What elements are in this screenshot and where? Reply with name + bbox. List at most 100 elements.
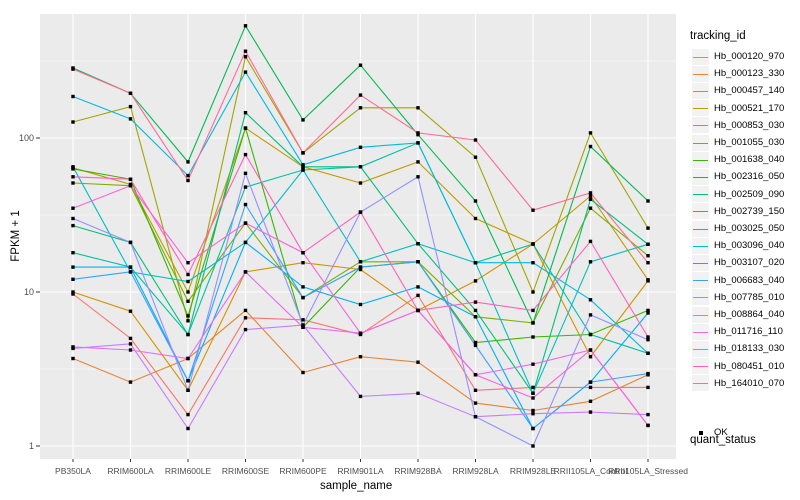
legend-entry-label: Hb_002316_050 bbox=[714, 171, 785, 183]
data-point bbox=[71, 292, 75, 296]
data-point bbox=[473, 315, 478, 319]
legend-key-swatch bbox=[692, 375, 709, 392]
data-point bbox=[646, 351, 650, 355]
data-point bbox=[588, 332, 593, 337]
legend-key-swatch bbox=[692, 48, 709, 65]
data-point bbox=[71, 277, 75, 281]
x-tick-label: RRIM901LA bbox=[337, 466, 384, 476]
legend-entry-label: Hb_003025_050 bbox=[714, 223, 785, 234]
data-point bbox=[186, 356, 190, 361]
data-point bbox=[358, 165, 363, 169]
legend-key-swatch bbox=[692, 117, 709, 134]
legend-entry-Hb_000853_030: Hb_000853_030 bbox=[692, 117, 784, 134]
data-point bbox=[358, 355, 363, 359]
data-point bbox=[588, 380, 593, 384]
x-tick-label: RRII105LA_Stressed bbox=[608, 466, 688, 476]
data-point bbox=[71, 120, 75, 124]
legend-entry-label: Hb_002739_150 bbox=[714, 205, 785, 217]
legend-entry-Hb_006683_040: Hb_006683_040 bbox=[692, 272, 784, 289]
x-tick-label: RRIM928LA bbox=[452, 466, 499, 476]
data-point bbox=[531, 308, 535, 313]
legend-key-line-icon bbox=[693, 108, 708, 110]
data-point bbox=[588, 348, 593, 352]
data-point bbox=[646, 338, 650, 342]
data-point bbox=[473, 261, 478, 265]
legend-entry-Hb_000120_970: Hb_000120_970 bbox=[692, 48, 784, 65]
legend-key-line-icon bbox=[693, 280, 708, 282]
legend-entry-Hb_008864_040: Hb_008864_040 bbox=[692, 306, 784, 323]
data-point bbox=[186, 173, 190, 178]
data-point bbox=[588, 191, 593, 195]
data-point bbox=[473, 279, 478, 283]
legend-entry-label: Hb_001055_030 bbox=[714, 137, 785, 148]
data-point bbox=[301, 318, 305, 322]
data-point bbox=[301, 323, 305, 327]
data-point bbox=[186, 272, 190, 277]
data-point bbox=[71, 94, 75, 99]
legend-key-line-icon bbox=[693, 176, 708, 178]
data-point bbox=[243, 126, 248, 130]
data-point bbox=[416, 242, 420, 246]
data-point bbox=[588, 355, 593, 359]
data-point bbox=[301, 163, 305, 167]
legend-key-line-icon bbox=[693, 125, 708, 127]
data-point bbox=[128, 91, 133, 95]
legend-entry-Hb_000521_170: Hb_000521_170 bbox=[692, 100, 784, 117]
data-point bbox=[646, 385, 650, 390]
legend-key-swatch bbox=[692, 100, 709, 117]
data-point bbox=[186, 314, 190, 318]
data-point bbox=[128, 265, 133, 269]
data-point bbox=[128, 240, 133, 245]
data-point bbox=[243, 152, 248, 157]
x-tick-label: PB350LA bbox=[55, 466, 91, 476]
legend-key-swatch bbox=[692, 323, 709, 340]
x-tick-label: RRIM928BA bbox=[394, 466, 442, 476]
y-tick-label: 10 bbox=[23, 286, 34, 297]
data-point bbox=[358, 260, 363, 264]
data-point bbox=[588, 194, 593, 198]
data-point bbox=[186, 379, 190, 383]
data-point bbox=[128, 309, 133, 313]
data-point bbox=[71, 265, 75, 269]
legend-entry-Hb_164010_070: Hb_164010_070 bbox=[692, 375, 784, 392]
data-point bbox=[531, 412, 535, 416]
legend-entry-Hb_002509_090: Hb_002509_090 bbox=[692, 186, 784, 203]
legend-key-swatch bbox=[692, 151, 709, 168]
legend-entry-label: Hb_000853_030 bbox=[714, 119, 785, 131]
legend-entry-Hb_018133_030: Hb_018133_030 bbox=[692, 340, 784, 357]
data-point bbox=[243, 327, 248, 332]
data-point bbox=[71, 167, 75, 171]
data-point bbox=[186, 279, 190, 284]
data-point bbox=[473, 308, 478, 313]
legend-entry-label: Hb_006683_040 bbox=[714, 274, 785, 286]
x-tick-label: RRIM600LA bbox=[107, 466, 154, 476]
data-point bbox=[646, 261, 650, 265]
data-point bbox=[531, 208, 535, 212]
data-point bbox=[128, 117, 133, 121]
x-tick-label: RRIM600SE bbox=[221, 466, 270, 476]
data-point bbox=[473, 216, 478, 221]
legend-entry-label: Hb_007785_010 bbox=[714, 291, 785, 303]
data-point bbox=[243, 202, 248, 207]
data-point bbox=[358, 106, 363, 110]
data-point bbox=[531, 321, 535, 325]
legend-entry-label: Hb_002509_090 bbox=[714, 188, 785, 200]
data-point bbox=[301, 261, 305, 265]
data-point bbox=[243, 70, 248, 74]
data-point bbox=[71, 67, 75, 71]
x-axis-title: sample_name bbox=[320, 480, 393, 492]
legend-key-swatch bbox=[692, 340, 709, 357]
legend-key-swatch bbox=[692, 168, 709, 185]
legend-entry-label: Hb_018133_030 bbox=[714, 343, 785, 355]
data-point bbox=[358, 145, 363, 149]
data-point bbox=[588, 313, 593, 317]
legend-key-line-icon bbox=[693, 211, 708, 213]
data-point bbox=[358, 63, 363, 67]
legend: tracking_id Hb_000120_970 Hb_000123_330 Hb… bbox=[688, 30, 800, 446]
data-point bbox=[473, 415, 478, 419]
data-point bbox=[358, 93, 363, 97]
data-point bbox=[243, 316, 248, 320]
legend-entry-Hb_000123_330: Hb_000123_330 bbox=[692, 65, 784, 82]
data-point bbox=[531, 408, 535, 413]
